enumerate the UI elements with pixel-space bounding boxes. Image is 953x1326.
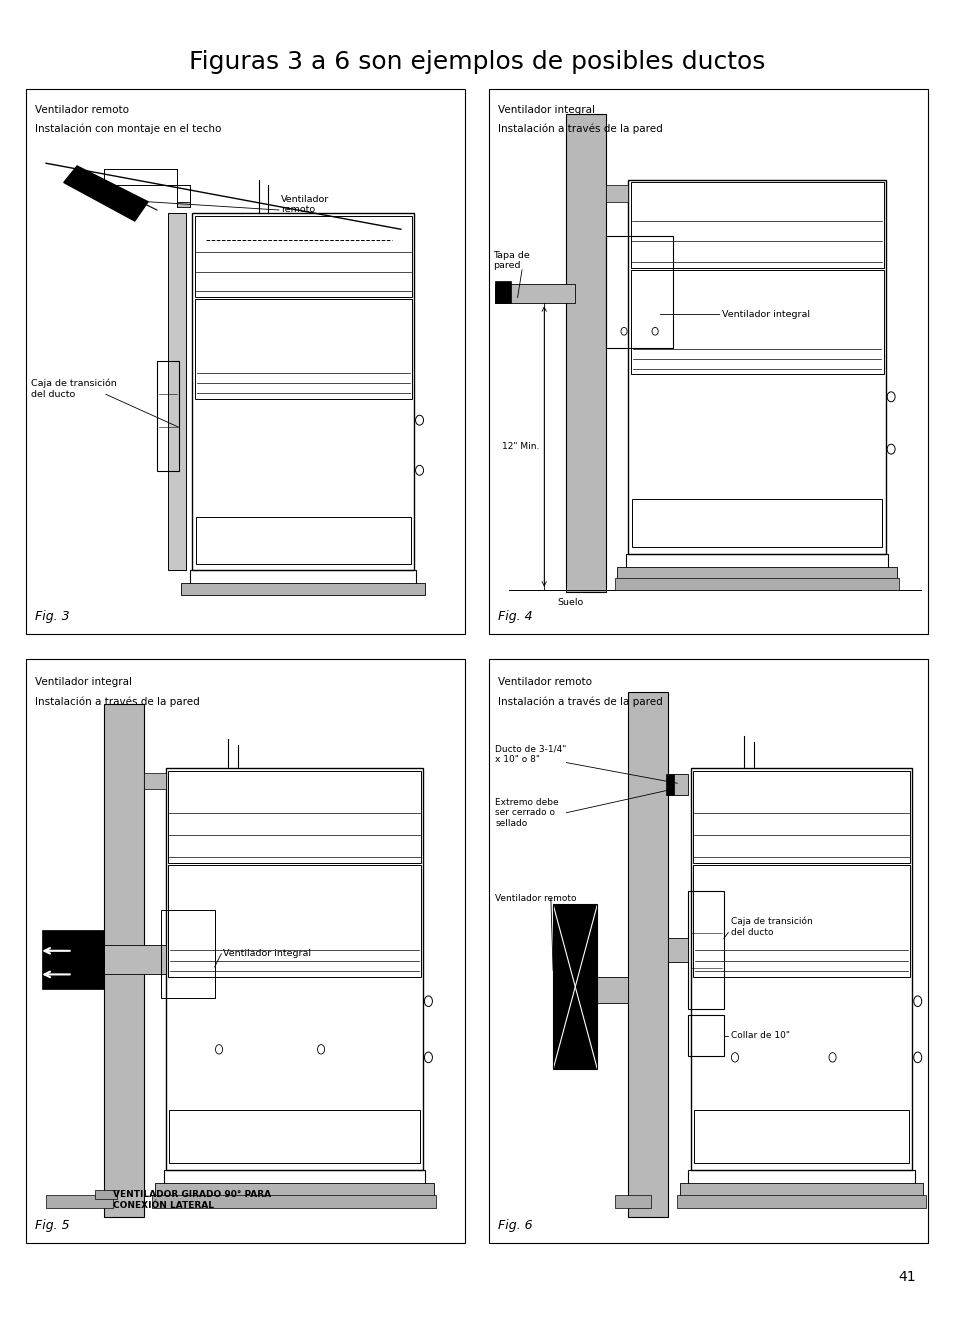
Bar (630, 183, 882, 268)
Bar (692, 865, 909, 977)
Text: Instalación a través de la pared: Instalación a través de la pared (497, 123, 661, 134)
Text: Instalación a través de la pared: Instalación a través de la pared (497, 696, 661, 707)
Bar (628, 692, 668, 1217)
Text: Fig. 5: Fig. 5 (35, 1219, 70, 1232)
Bar (668, 939, 688, 963)
Bar (688, 1016, 723, 1057)
Text: Ventilador remoto: Ventilador remoto (495, 894, 577, 903)
Text: Ventilador remoto: Ventilador remoto (497, 678, 591, 687)
Bar (156, 361, 179, 471)
Bar (168, 865, 420, 977)
Bar (194, 216, 412, 297)
Bar (170, 1110, 419, 1163)
Polygon shape (64, 166, 148, 221)
Bar (690, 769, 911, 1170)
Bar (194, 298, 412, 399)
Text: Suelo: Suelo (557, 598, 583, 607)
Text: Ventilador integral: Ventilador integral (35, 678, 132, 687)
Bar (617, 566, 896, 578)
Bar (176, 202, 190, 207)
Bar (597, 977, 628, 1004)
Text: Collar de 10": Collar de 10" (730, 1032, 789, 1041)
Bar (168, 772, 420, 863)
Text: Fig. 3: Fig. 3 (35, 610, 70, 623)
Bar (694, 1110, 908, 1163)
Text: Ventilador
remoto: Ventilador remoto (281, 195, 329, 215)
Bar (665, 774, 674, 796)
Bar (152, 1195, 436, 1208)
Bar (195, 517, 410, 564)
Bar (193, 212, 414, 570)
Text: VENTILADOR GIRADO 90° PARA
CONEXIÓN LATERAL: VENTILADOR GIRADO 90° PARA CONEXIÓN LATE… (112, 1191, 271, 1209)
Bar (628, 180, 884, 554)
Bar (615, 1195, 650, 1208)
Bar (154, 1183, 434, 1196)
Bar (692, 772, 909, 863)
Bar (104, 704, 144, 1217)
Bar (46, 1195, 112, 1208)
Bar (615, 578, 898, 590)
Text: Ventilador integral: Ventilador integral (720, 310, 809, 320)
Text: Caja de transición
del ducto: Caja de transición del ducto (30, 379, 116, 399)
Bar (163, 1170, 425, 1184)
Bar (632, 499, 882, 548)
Bar (677, 1195, 924, 1208)
Text: Ducto de 3-1/4"
x 10" o 8": Ducto de 3-1/4" x 10" o 8" (495, 745, 566, 764)
Text: 12" Min.: 12" Min. (502, 442, 539, 451)
Text: Instalación con montaje en el techo: Instalación con montaje en el techo (35, 123, 221, 134)
Bar (42, 930, 104, 989)
Text: Ventilador integral: Ventilador integral (497, 106, 594, 115)
Bar (630, 269, 882, 374)
Bar (166, 769, 422, 1170)
Text: Ventilador remoto: Ventilador remoto (35, 106, 129, 115)
Bar (625, 554, 887, 568)
Bar (181, 583, 425, 595)
Bar (688, 891, 723, 1009)
Text: Fig. 6: Fig. 6 (497, 1219, 532, 1232)
Bar (606, 186, 628, 202)
Bar (553, 904, 597, 1069)
Bar (679, 1183, 923, 1196)
Text: Tapa de
pared: Tapa de pared (493, 251, 529, 271)
Text: Caja de transición
del ducto: Caja de transición del ducto (730, 916, 811, 936)
Bar (688, 1170, 914, 1184)
Bar (495, 284, 575, 304)
Bar (553, 904, 597, 1069)
Bar (144, 773, 166, 789)
Bar (104, 945, 166, 975)
Text: Ventilador integral: Ventilador integral (223, 949, 311, 959)
Text: Instalación a través de la pared: Instalación a través de la pared (35, 696, 199, 707)
Text: 41: 41 (898, 1269, 915, 1284)
Bar (190, 570, 416, 585)
Bar (566, 114, 606, 593)
Bar (495, 281, 511, 304)
Bar (168, 212, 186, 570)
Bar (606, 236, 672, 349)
Bar (161, 910, 214, 998)
Bar (668, 774, 688, 796)
Text: Figuras 3 a 6 son ejemplos de posibles ductos: Figuras 3 a 6 son ejemplos de posibles d… (189, 50, 764, 74)
Text: Fig. 4: Fig. 4 (497, 610, 532, 623)
Bar (94, 1191, 117, 1199)
Text: Extremo debe
ser cerrado o
sellado: Extremo debe ser cerrado o sellado (495, 798, 558, 827)
